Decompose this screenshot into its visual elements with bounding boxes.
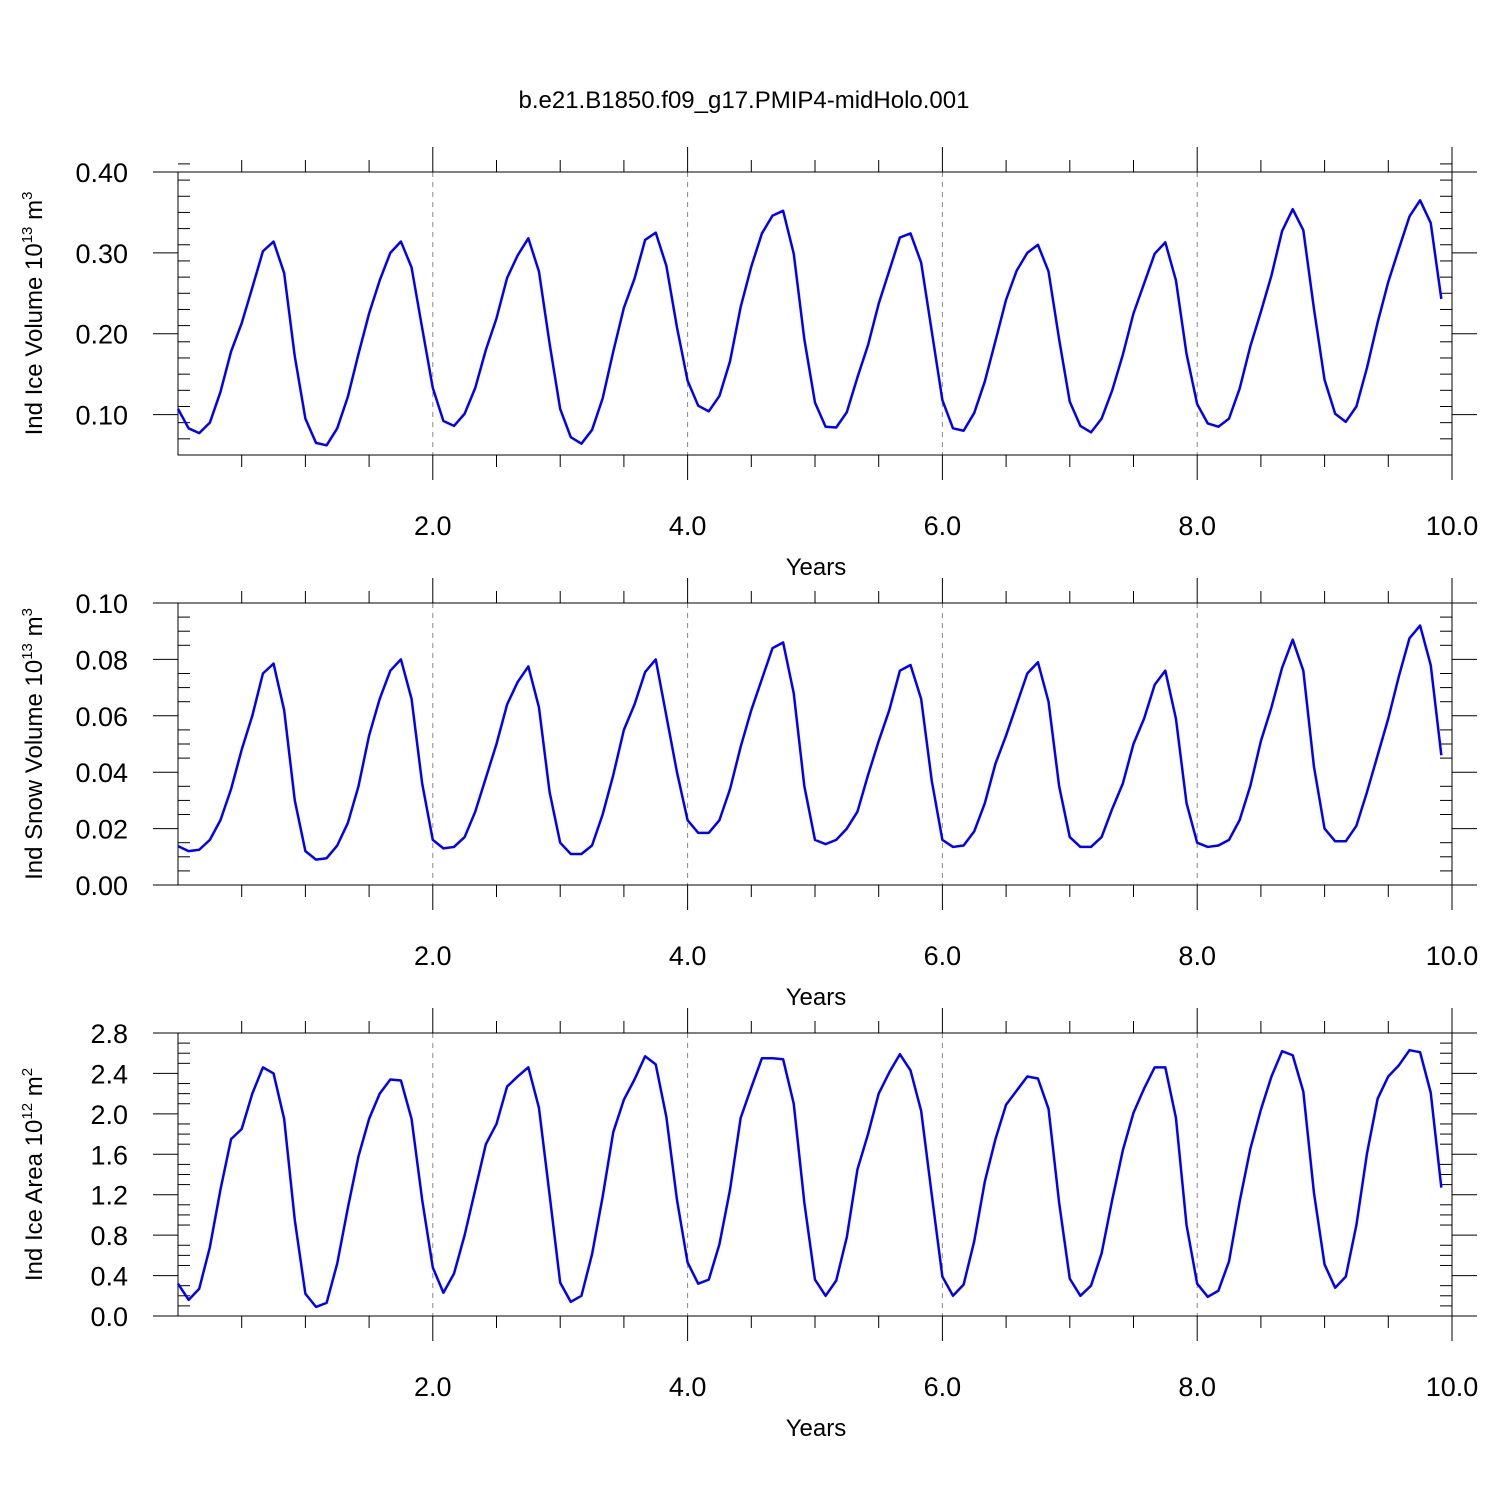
x-tick-label: 10.0	[1426, 941, 1479, 971]
x-tick-label: 2.0	[414, 941, 452, 971]
data-series-line	[177, 624, 1443, 861]
x-tick-label: 2.0	[414, 1372, 452, 1402]
y-tick-label: 0.02	[75, 815, 128, 845]
panel-ice-volume: 0.10 0.20 0.30 0.40 2.0 4.0 6.0 8.0 10.0 Years Ind…	[19, 147, 1478, 581]
y-axis-label-unit: m	[21, 200, 48, 227]
y-axis-label-text: Ind Ice Area 10	[21, 1120, 48, 1281]
x-tick-label: 6.0	[924, 511, 962, 541]
y-tick-label: 0.40	[75, 158, 128, 188]
x-tick-label: 2.0	[414, 511, 452, 541]
y-axis-label-exponent: 13	[19, 643, 36, 660]
x-tick-label: 6.0	[924, 1372, 962, 1402]
y-tick-label: 1.6	[90, 1140, 128, 1170]
y-tick-label: 0.20	[75, 320, 128, 350]
y-tick-label: 0.0	[90, 1302, 128, 1332]
x-tick-label: 10.0	[1426, 511, 1479, 541]
x-tick-label: 8.0	[1178, 941, 1216, 971]
x-tick-label: 6.0	[924, 941, 962, 971]
y-tick-label: 1.2	[90, 1181, 128, 1211]
y-tick-label: 0.00	[75, 871, 128, 901]
y-axis-label-unit-exponent: 3	[19, 192, 36, 200]
y-tick-label: 0.30	[75, 239, 128, 269]
y-tick-label: 2.4	[90, 1059, 128, 1089]
data-series-line	[176, 199, 1443, 447]
y-axis-label-exponent: 13	[19, 227, 36, 244]
plot-frame	[177, 171, 1453, 456]
y-tick-label: 0.08	[75, 645, 128, 675]
y-tick-label: 0.06	[75, 702, 128, 732]
panel-snow-volume: 0.00 0.02 0.04 0.06 0.08 0.10 2.0 4.0 6.0 8.0 10.0…	[19, 578, 1478, 1011]
figure-title: b.e21.B1850.f09_g17.PMIP4-midHolo.001	[519, 87, 970, 114]
y-tick-label: 2.8	[90, 1019, 128, 1049]
x-tick-label: 4.0	[669, 1372, 707, 1402]
y-axis-label: Ind Snow Volume 1013 m3	[19, 608, 48, 880]
x-axis-label: Years	[786, 1415, 847, 1442]
y-axis-label: Ind Ice Volume 1013 m3	[19, 192, 48, 436]
x-tick-label: 8.0	[1178, 511, 1216, 541]
y-axis-label-unit: m	[21, 616, 48, 643]
x-axis-label: Years	[786, 984, 847, 1011]
x-axis-label: Years	[786, 554, 847, 581]
y-axis-label-exponent: 12	[19, 1103, 36, 1120]
y-tick-label: 0.04	[75, 758, 128, 788]
y-axis-label: Ind Ice Area 1012 m2	[19, 1068, 48, 1281]
plot-frame	[177, 602, 1453, 886]
x-tick-label: 8.0	[1178, 1372, 1216, 1402]
plot-frame	[177, 1032, 1453, 1317]
x-tick-label: 4.0	[669, 511, 707, 541]
y-tick-label: 0.10	[75, 401, 128, 431]
y-axis-label-text: Ind Snow Volume 10	[21, 660, 48, 880]
y-tick-label: 0.4	[90, 1262, 128, 1292]
x-tick-label: 4.0	[669, 941, 707, 971]
y-tick-label: 0.8	[90, 1221, 128, 1251]
panel-ice-area: 0.0 0.4 0.8 1.2 1.6 2.0 2.4 2.8 2.0 4.0 6.0 8.0 10.0…	[19, 1008, 1478, 1442]
y-tick-label: 0.10	[75, 589, 128, 619]
x-tick-label: 10.0	[1426, 1372, 1479, 1402]
y-axis-label-unit-exponent: 2	[19, 1068, 36, 1076]
y-tick-label: 2.0	[90, 1100, 128, 1130]
data-series-line	[176, 1048, 1443, 1309]
y-axis-label-text: Ind Ice Volume 10	[21, 243, 48, 435]
y-axis-label-unit-exponent: 3	[19, 608, 36, 616]
y-axis-label-unit: m	[21, 1076, 48, 1103]
